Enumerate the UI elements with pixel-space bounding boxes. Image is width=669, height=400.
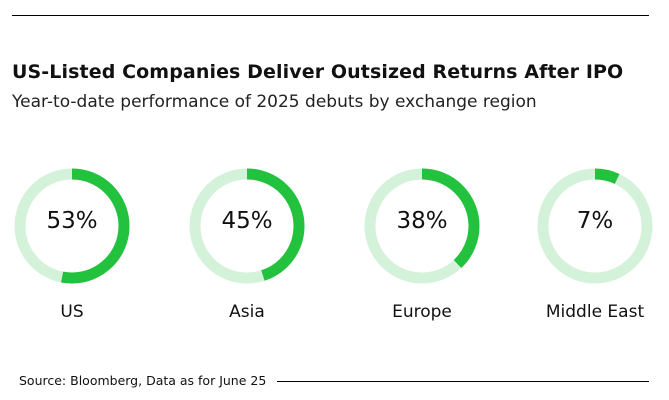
donut-ring-us: [14, 168, 130, 284]
donut-fill-asia: [189, 168, 305, 284]
donut-ring-asia: [189, 168, 305, 284]
donut-ring-europe: [364, 168, 480, 284]
donut-fill-us: [14, 168, 130, 284]
donut-value-asia: 45%: [221, 208, 273, 234]
donut-value-europe: 38%: [396, 208, 448, 234]
donut-us: 53% US: [4, 160, 144, 335]
chart-title: US-Listed Companies Deliver Outsized Ret…: [12, 61, 624, 83]
top-divider: [12, 15, 649, 16]
donut-label-middle-east: Middle East: [545, 302, 645, 322]
donut-value-middle-east: 7%: [576, 208, 614, 234]
donut-ring-middle-east: [537, 168, 653, 284]
donut-row: 53% US 45% Asia 38% Europe 7% Middle Eas…: [0, 160, 669, 340]
source-divider: [277, 381, 649, 382]
donut-fill-europe: [364, 168, 480, 284]
donut-label-europe: Europe: [392, 302, 452, 322]
donut-value-us: 53%: [46, 208, 98, 234]
donut-label-us: US: [60, 302, 84, 322]
donut-asia: 45% Asia: [179, 160, 319, 335]
source-note: Source: Bloomberg, Data as for June 25: [19, 373, 267, 388]
donut-europe: 38% Europe: [354, 160, 494, 335]
donut-middle-east: 7% Middle East: [527, 160, 667, 335]
donut-fill-middle-east: [537, 168, 653, 284]
chart-subtitle: Year-to-date performance of 2025 debuts …: [12, 92, 537, 112]
donut-label-asia: Asia: [229, 302, 265, 322]
